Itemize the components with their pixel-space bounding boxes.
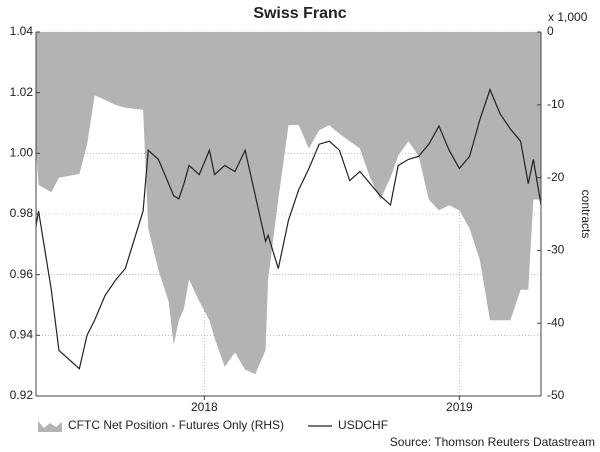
y-tick-label: 0.92	[10, 388, 34, 402]
y-tick-label: 1.04	[10, 24, 34, 38]
y2-tick-label: -50	[547, 388, 565, 402]
y2-unit: x 1,000	[548, 10, 588, 24]
y2-tick-label: -10	[547, 97, 565, 111]
x-tick-label: 2019	[446, 400, 473, 414]
y-tick-label: 1.02	[10, 85, 34, 99]
y2-axis-label: contracts	[579, 190, 593, 239]
y-tick-label: 0.94	[10, 328, 34, 342]
x-tick-label: 2018	[191, 400, 218, 414]
legend-swatch	[38, 421, 62, 432]
y-tick-label: 0.98	[10, 206, 34, 220]
y2-tick-label: -20	[547, 170, 565, 184]
y-tick-label: 0.96	[10, 267, 34, 281]
area	[36, 32, 541, 375]
legend-label: USDCHF	[338, 418, 388, 432]
line	[35, 87, 542, 370]
source: Source: Thomson Reuters Datastream	[390, 435, 595, 449]
y2-tick-label: -30	[547, 243, 565, 257]
y2-tick-label: -40	[547, 315, 565, 329]
chart-title: Swiss Franc	[253, 5, 346, 22]
y-tick-label: 1.00	[10, 146, 34, 160]
y2-tick-label: 0	[547, 24, 554, 38]
legend-label: CFTC Net Position - Futures Only (RHS)	[68, 418, 284, 432]
